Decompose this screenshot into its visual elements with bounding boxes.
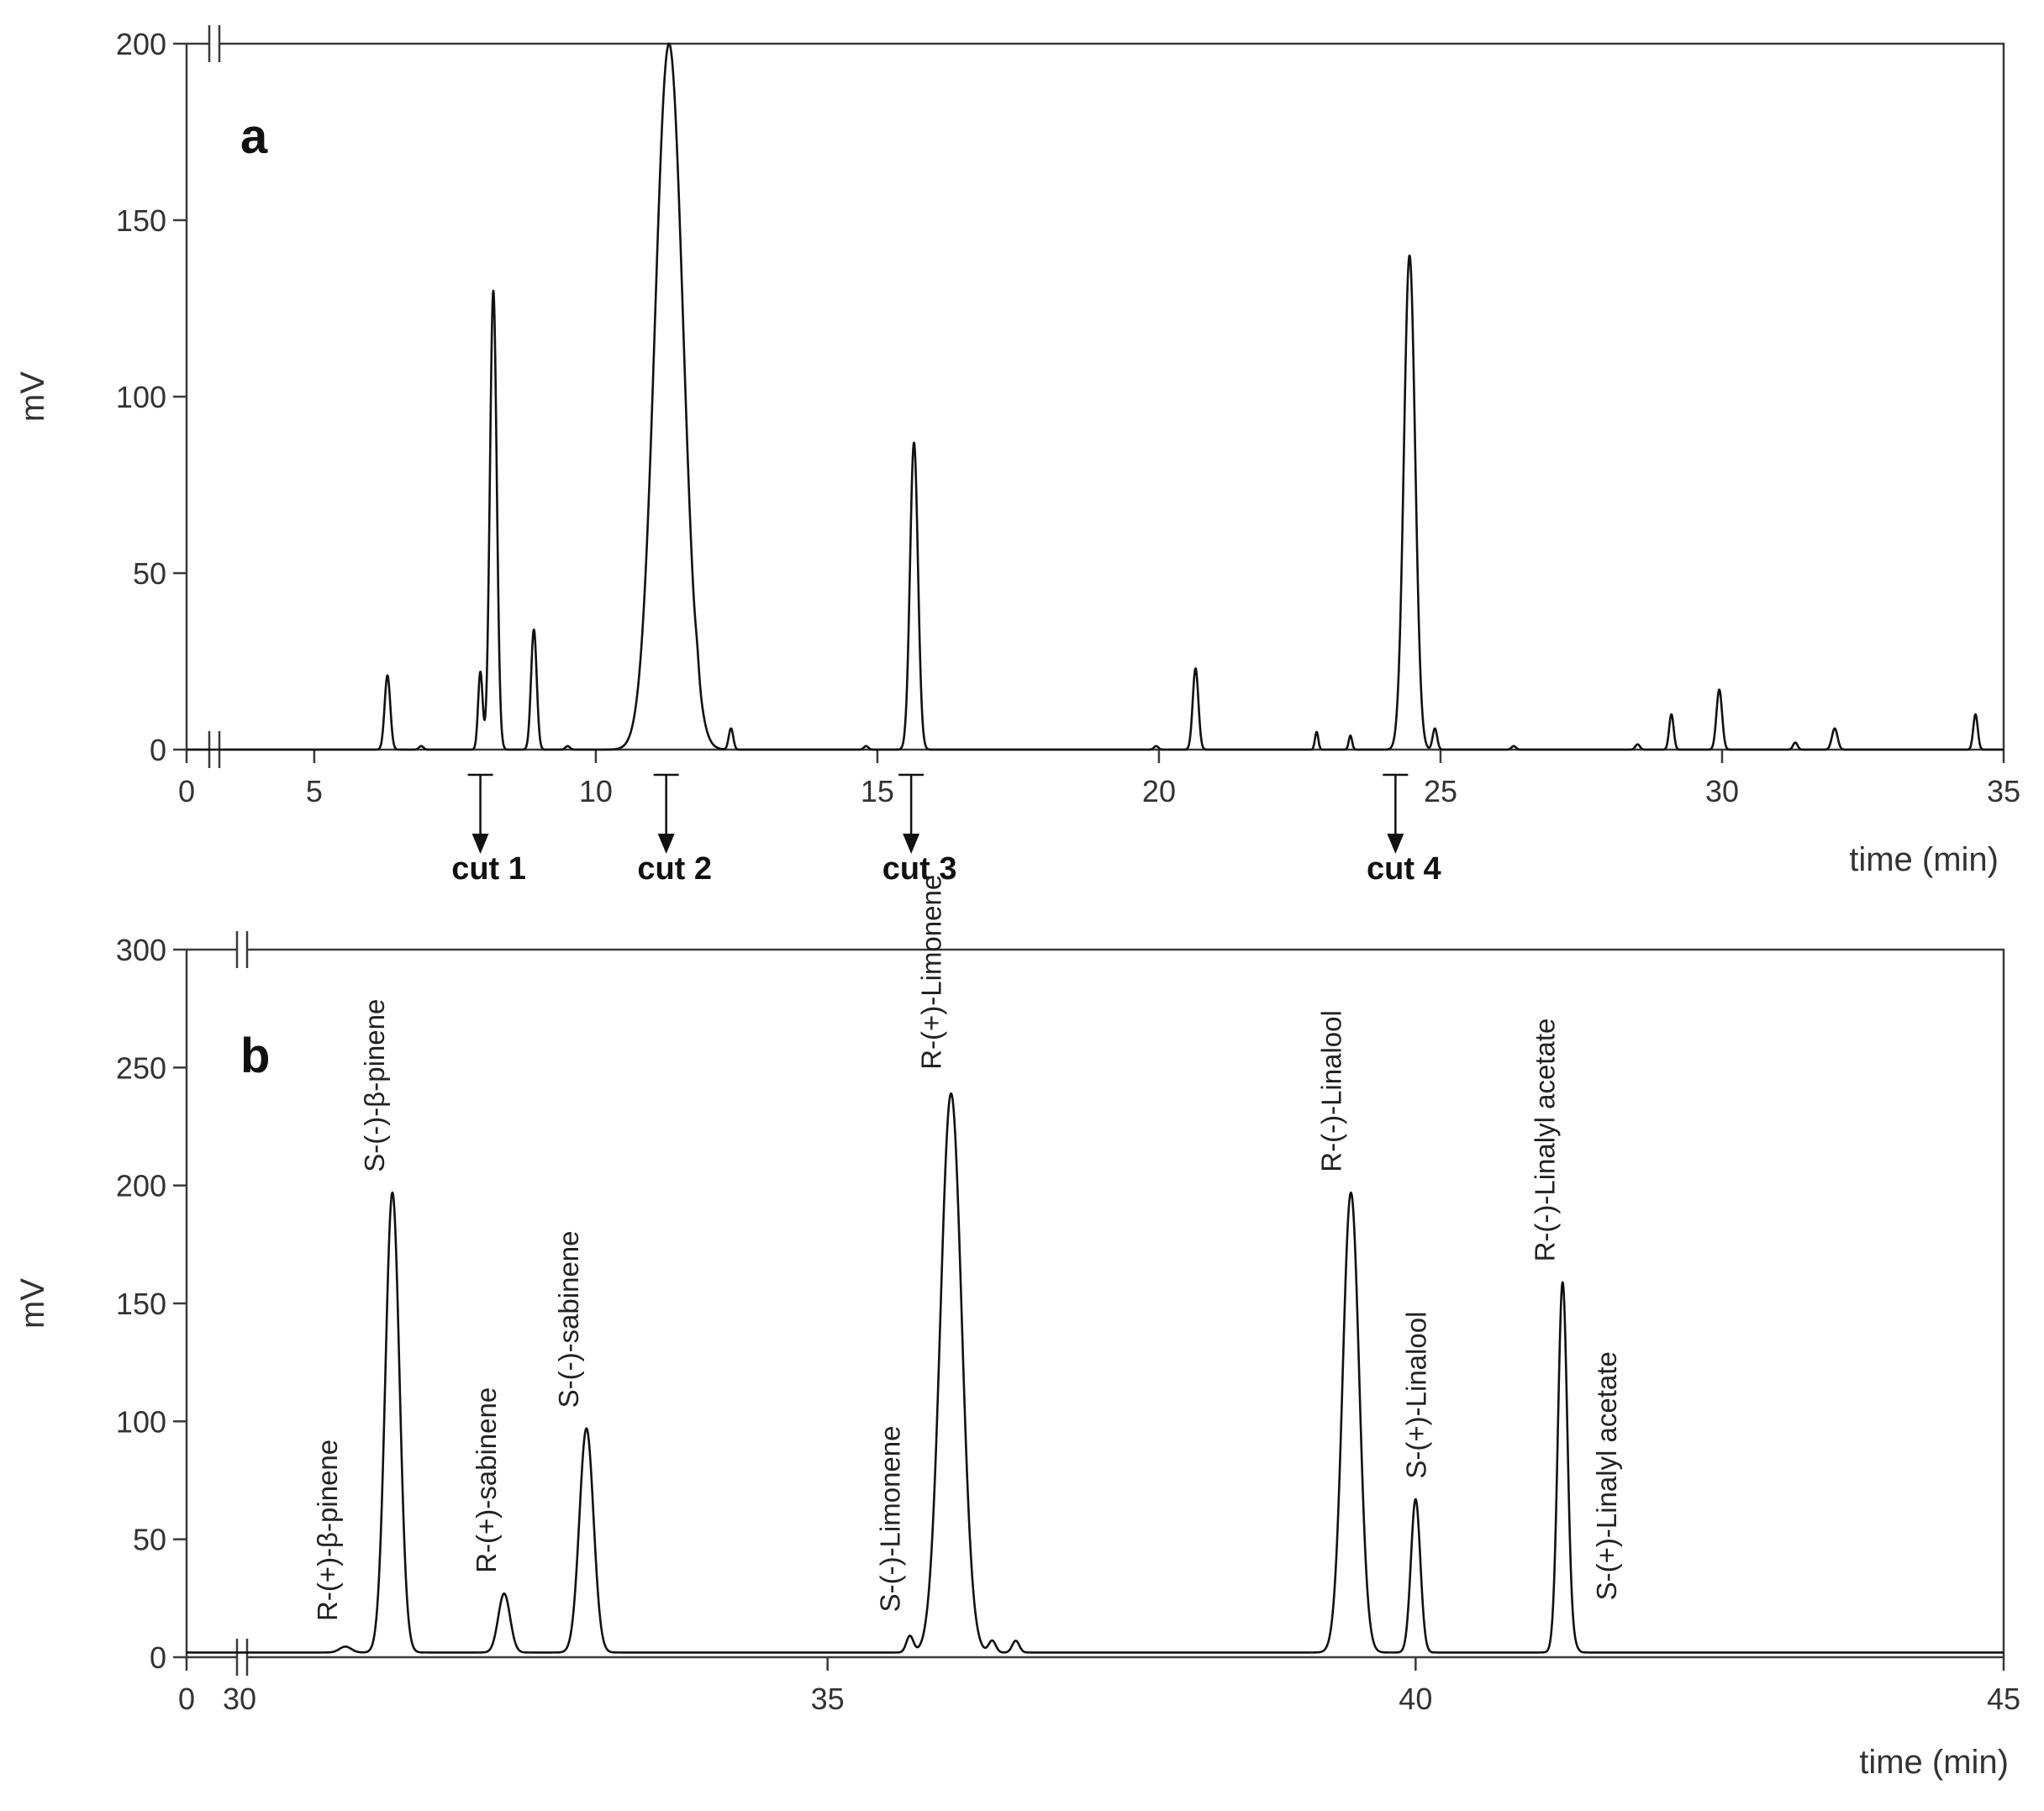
axis-break-gap <box>209 25 219 62</box>
panel-b-chromatogram: b mV time (min) 0 50 100 150 200 250 300 0 30 35… <box>14 875 2020 1781</box>
panel-a-plot-frame <box>185 42 2005 751</box>
panel-a-x-axis-title: time (min) <box>1849 841 1999 878</box>
x-tick-label: 35 <box>811 1682 845 1716</box>
panel-a-axis-breaks <box>208 25 221 768</box>
cut-arrow-head <box>657 834 675 854</box>
panel-a-y-ticks: 0 50 100 150 200 <box>116 27 187 767</box>
x-tick-label: 45 <box>1987 1682 2020 1716</box>
peak-label: S-(-)-β-pinene <box>359 999 390 1172</box>
axis-break-gap <box>237 1639 247 1676</box>
y-tick-label: 0 <box>150 1640 166 1675</box>
cut-marker: cut 4 <box>1367 773 1441 887</box>
peak-label: S-(-)-sabinene <box>553 1230 584 1408</box>
cut-label: cut 1 <box>451 851 526 887</box>
peak-label: S-(-)-Limonene <box>875 1425 906 1612</box>
peak-label: R-(+)-Limonene <box>916 875 947 1070</box>
chromatogram-line-a <box>217 42 2005 751</box>
x-tick-label: 35 <box>1987 774 2020 808</box>
y-tick-label: 100 <box>116 380 166 414</box>
peak-label: S-(+)-Linalyl acetate <box>1591 1351 1622 1600</box>
peak-label: R-(+)-sabinene <box>471 1387 502 1573</box>
x-tick-label: 0 <box>178 1682 195 1716</box>
cut-marker: cut 3 <box>882 773 957 887</box>
cut-arrow-head <box>1387 834 1404 854</box>
cut-label: cut 4 <box>1367 851 1441 887</box>
panel-b-axis-breaks <box>235 931 249 1676</box>
y-tick-label: 50 <box>133 556 166 591</box>
y-tick-label: 250 <box>116 1050 166 1085</box>
panel-a-y-axis-title: mV <box>14 371 51 422</box>
y-tick-label: 50 <box>133 1523 166 1557</box>
y-tick-label: 100 <box>116 1404 166 1439</box>
x-tick-label: 5 <box>306 774 323 808</box>
cut-arrow-head <box>471 834 489 854</box>
panel-b-x-axis-title: time (min) <box>1859 1744 2009 1781</box>
peak-label: R-(-)-Linalyl acetate <box>1529 1019 1560 1262</box>
peak-label: R-(+)-β-pinene <box>312 1440 343 1621</box>
x-tick-label: 30 <box>223 1682 256 1716</box>
peak-label: R-(-)-Linalool <box>1315 1010 1346 1172</box>
peak-label: S-(+)-Linalool <box>1400 1312 1431 1479</box>
panel-b-label: b <box>240 1029 270 1083</box>
y-tick-label: 0 <box>150 733 166 767</box>
cut-label: cut 3 <box>882 851 957 887</box>
y-tick-label: 150 <box>116 203 166 238</box>
y-tick-label: 200 <box>116 1169 166 1203</box>
panel-b-trace <box>187 1092 2004 1654</box>
y-tick-label: 200 <box>116 27 166 61</box>
panel-b-peak-labels: R-(+)-β-pinene S-(-)-β-pinene R-(+)-sabine… <box>312 875 1622 1621</box>
panel-a-x-ticks: 0 5 10 15 20 25 30 35 <box>178 750 2020 808</box>
cut-label: cut 2 <box>637 851 712 887</box>
panel-a-chromatogram: a mV time (min) 0 50 100 150 200 0 5 10 15 20 25 3… <box>14 25 2020 887</box>
cut-marker: cut 1 <box>451 773 526 887</box>
x-tick-label: 40 <box>1399 1682 1432 1716</box>
x-tick-label: 15 <box>861 774 894 808</box>
x-tick-label: 30 <box>1705 774 1739 808</box>
y-tick-label: 300 <box>116 933 166 967</box>
panel-a-label: a <box>240 109 268 164</box>
panel-b-y-ticks: 0 50 100 150 200 250 300 <box>116 933 187 1675</box>
panel-b-y-axis-title: mV <box>14 1278 51 1329</box>
y-tick-label: 150 <box>116 1287 166 1321</box>
x-tick-label: 25 <box>1424 774 1457 808</box>
panel-b-plot-frame <box>185 948 2005 1659</box>
cut-arrow-head <box>903 834 920 854</box>
x-tick-label: 0 <box>178 774 195 808</box>
panel-a-trace <box>187 42 2005 751</box>
cut-marker: cut 2 <box>637 773 712 887</box>
panel-a-cut-markers: cut 1 cut 2 cut 3 cut 4 <box>451 773 1441 887</box>
chromatogram-line-b <box>192 1092 2004 1654</box>
panel-b-x-ticks: 0 30 35 40 45 <box>178 1657 2020 1716</box>
x-tick-label: 10 <box>579 774 613 808</box>
x-tick-label: 20 <box>1142 774 1176 808</box>
axis-break-gap <box>237 931 247 968</box>
